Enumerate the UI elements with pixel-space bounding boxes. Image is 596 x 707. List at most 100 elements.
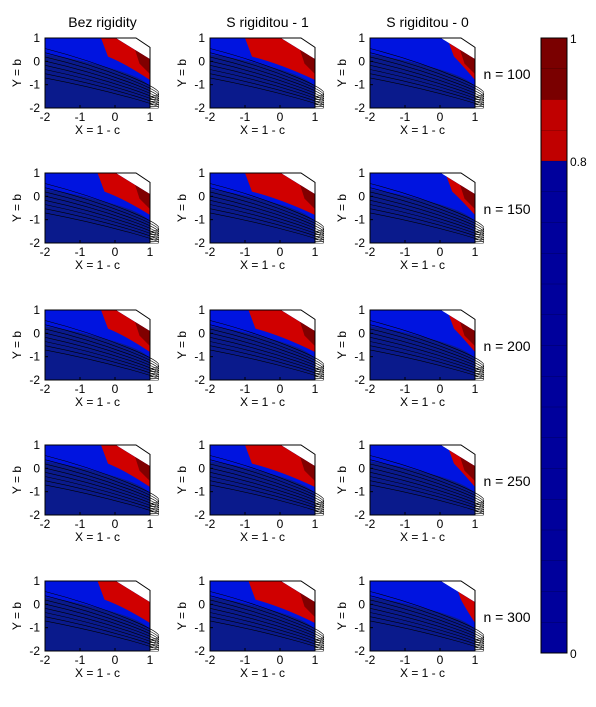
contour-line — [45, 472, 160, 511]
contour-line — [370, 603, 485, 645]
x-tick-label: 1 — [147, 517, 154, 531]
contour-panel: -2 -1 0 1 1 0 -1 -2 X = 1 - c Y = b — [335, 31, 485, 137]
x-tick-label: -1 — [240, 110, 251, 124]
y-tick-label: 0 — [198, 189, 205, 203]
contour-line — [370, 616, 485, 650]
x-tick-label: 1 — [147, 110, 154, 124]
y-tick-label: 0 — [198, 54, 205, 68]
contour-line — [210, 620, 325, 652]
y-tick-label: -2 — [354, 508, 365, 522]
panel-frame — [44, 580, 151, 652]
contour-line — [210, 73, 325, 107]
contour-line — [45, 337, 160, 376]
y-axis-label: Y = b — [10, 466, 24, 494]
contour-line — [210, 328, 325, 372]
x-tick-label: 0 — [277, 653, 284, 667]
contour-line — [45, 341, 160, 378]
contour-panel: -2 -1 0 1 1 0 -1 -2 X = 1 - c Y = b — [10, 438, 160, 544]
contour-line — [370, 459, 485, 506]
contour-line — [45, 52, 160, 99]
contour-line — [45, 455, 160, 504]
contour-line — [210, 608, 325, 647]
x-tick-label: 0 — [437, 245, 444, 259]
contour-line — [210, 341, 325, 378]
x-tick-label: 0 — [437, 517, 444, 531]
x-axis-label: X = 1 - c — [400, 123, 445, 137]
contour-line — [370, 608, 485, 647]
x-axis-label: X = 1 - c — [75, 530, 120, 544]
y-tick-label: -2 — [29, 236, 40, 250]
x-tick-label: 0 — [277, 517, 284, 531]
contour-line — [210, 599, 325, 643]
contour-line — [370, 337, 485, 376]
contour-panel: -2 -1 0 1 1 0 -1 -2 X = 1 - c Y = b — [175, 166, 325, 272]
y-tick-label: 0 — [198, 461, 205, 475]
panel-frame — [369, 444, 476, 516]
contour-line — [210, 183, 325, 232]
contour-line — [45, 320, 160, 369]
x-tick-label: 1 — [147, 653, 154, 667]
y-tick-label: -2 — [354, 373, 365, 387]
contour-line — [210, 69, 325, 106]
contour-line — [210, 60, 325, 102]
panel-frame — [44, 309, 151, 381]
y-tick-label: -2 — [354, 236, 365, 250]
contour-line — [210, 337, 325, 376]
contour-line — [210, 195, 325, 237]
y-tick-label: 1 — [358, 31, 365, 45]
y-tick-label: 0 — [358, 189, 365, 203]
y-tick-label: -1 — [194, 621, 205, 635]
contour-line — [370, 472, 485, 511]
x-tick-label: -2 — [40, 653, 51, 667]
contour-line — [45, 620, 160, 652]
contour-line — [45, 595, 160, 642]
contour-line — [370, 341, 485, 378]
contour-line — [370, 620, 485, 652]
x-tick-label: -1 — [400, 245, 411, 259]
x-tick-label: -1 — [75, 245, 86, 259]
panel-frame — [209, 37, 316, 109]
contour-line — [370, 484, 485, 516]
x-tick-label: -1 — [400, 653, 411, 667]
y-tick-label: -1 — [29, 485, 40, 499]
contour-line — [45, 212, 160, 244]
contour-line — [45, 328, 160, 372]
contour-line — [45, 616, 160, 650]
contour-line — [210, 349, 325, 381]
contour-line — [45, 599, 160, 643]
field-mid — [370, 581, 475, 633]
x-tick-label: 0 — [277, 382, 284, 396]
y-tick-label: 1 — [198, 31, 205, 45]
contour-line — [370, 195, 485, 237]
y-tick-label: 1 — [198, 303, 205, 317]
y-tick-label: 0 — [198, 597, 205, 611]
y-tick-label: 1 — [33, 438, 40, 452]
y-tick-label: 1 — [33, 166, 40, 180]
contour-line — [45, 476, 160, 513]
x-tick-label: -2 — [365, 653, 376, 667]
contour-line — [210, 455, 325, 504]
field-high — [245, 38, 315, 80]
x-tick-label: -1 — [400, 110, 411, 124]
contour-line — [370, 595, 485, 642]
x-tick-label: -1 — [400, 382, 411, 396]
x-tick-label: -1 — [75, 653, 86, 667]
contour-line — [370, 204, 485, 241]
contour-line — [45, 200, 160, 239]
contour-line — [370, 187, 485, 234]
contour-line — [370, 332, 485, 374]
x-tick-label: -2 — [205, 382, 216, 396]
y-tick-label: 1 — [358, 438, 365, 452]
x-tick-label: 1 — [472, 653, 479, 667]
y-tick-label: 1 — [198, 166, 205, 180]
y-tick-label: 0 — [33, 189, 40, 203]
x-axis-label: X = 1 - c — [75, 666, 120, 680]
x-tick-label: -2 — [365, 245, 376, 259]
panel-frame — [209, 172, 316, 244]
contour-line — [210, 320, 325, 369]
y-tick-label: 0 — [33, 54, 40, 68]
column-title: S rigiditou - 0 — [386, 14, 469, 30]
y-tick-label: -1 — [29, 78, 40, 92]
